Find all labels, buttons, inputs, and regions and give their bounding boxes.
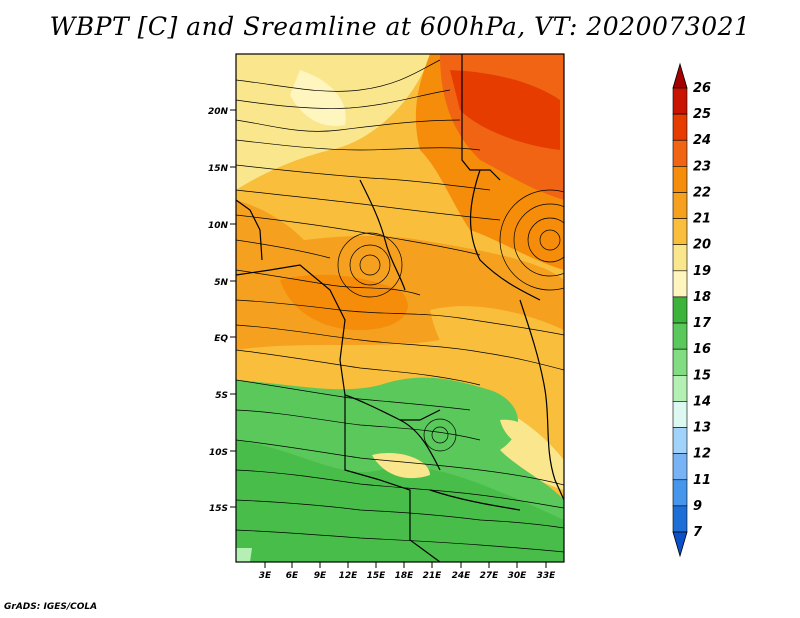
colorbar-label: 18 [693, 290, 711, 305]
colorbar-swatch [672, 322, 688, 350]
colorbar: 26 25 24 23 22 21 20 19 18 17 16 15 14 13 12 11 9 7 [672, 62, 712, 558]
streamlines [236, 59, 564, 553]
colorbar-swatch [672, 296, 688, 324]
lon-label-33e: 33E [537, 571, 557, 581]
colorbar-label: 24 [693, 133, 711, 148]
colorbar-label: 19 [693, 264, 711, 279]
colorbar-label: 7 [693, 525, 703, 540]
colorbar-label: 20 [693, 238, 711, 253]
lat-label-15s: 15S [209, 504, 228, 514]
colorbar-label: 15 [693, 368, 711, 383]
colorbar-swatch [672, 453, 688, 481]
colorbar-top-arrow [672, 62, 688, 89]
colorbar-swatch [672, 87, 688, 115]
colorbar-swatch [672, 218, 688, 246]
colorbar-swatch [672, 113, 688, 141]
colorbar-label: 14 [693, 394, 711, 409]
lat-label-5n: 5N [214, 278, 228, 288]
lat-label-10n: 10N [208, 221, 229, 231]
country-borders [236, 54, 564, 562]
colorbar-swatch [672, 166, 688, 193]
colorbar-label: 9 [693, 499, 702, 514]
colorbar-swatch [672, 479, 688, 507]
map-frame [235, 53, 565, 563]
colorbar-label: 17 [693, 316, 712, 331]
lat-label-15n: 15N [208, 164, 229, 174]
lon-label-6e: 6E [286, 571, 299, 581]
colorbar-label: 22 [693, 185, 711, 200]
lat-label-20n: 20N [208, 107, 229, 117]
lon-label-27e: 27E [480, 571, 500, 581]
credit-text: GrADS: IGES/COLA [4, 602, 98, 612]
colorbar-swatch [672, 244, 688, 272]
colorbar-label: 12 [693, 447, 711, 462]
lon-label-18e: 18E [395, 571, 415, 581]
temperature-field [236, 54, 564, 562]
lat-label-eq: EQ [214, 334, 228, 344]
colorbar-label: 25 [693, 107, 711, 122]
colorbar-swatch [672, 270, 688, 298]
colorbar-swatch [672, 139, 688, 167]
lon-label-3e: 3E [259, 571, 272, 581]
colorbar-swatch [672, 348, 688, 376]
lon-label-21e: 21E [423, 571, 443, 581]
colorbar-label: 23 [693, 159, 711, 174]
lon-label-12e: 12E [339, 571, 359, 581]
lon-label-30e: 30E [508, 571, 528, 581]
colorbar-swatch [672, 374, 688, 402]
colorbar-label: 11 [693, 473, 711, 488]
colorbar-label: 21 [693, 212, 711, 227]
latitude-axis [230, 109, 236, 508]
colorbar-label: 16 [693, 342, 711, 357]
lat-label-10s: 10S [209, 448, 228, 458]
colorbar-bottom-arrow [672, 531, 688, 558]
colorbar-swatch [672, 401, 688, 428]
map-title: WBPT [C] and Sreamline at 600hPa, VT: 20… [49, 12, 751, 41]
colorbar-label: 13 [693, 421, 711, 436]
lon-label-15e: 15E [367, 571, 387, 581]
colorbar-swatch [672, 505, 688, 533]
longitude-axis [264, 562, 547, 568]
lon-label-24e: 24E [452, 571, 472, 581]
colorbar-swatch [672, 192, 688, 219]
colorbar-swatch [672, 427, 688, 454]
colorbar-label: 26 [693, 81, 711, 96]
lon-label-9e: 9E [314, 571, 327, 581]
lat-label-5s: 5S [215, 391, 228, 401]
